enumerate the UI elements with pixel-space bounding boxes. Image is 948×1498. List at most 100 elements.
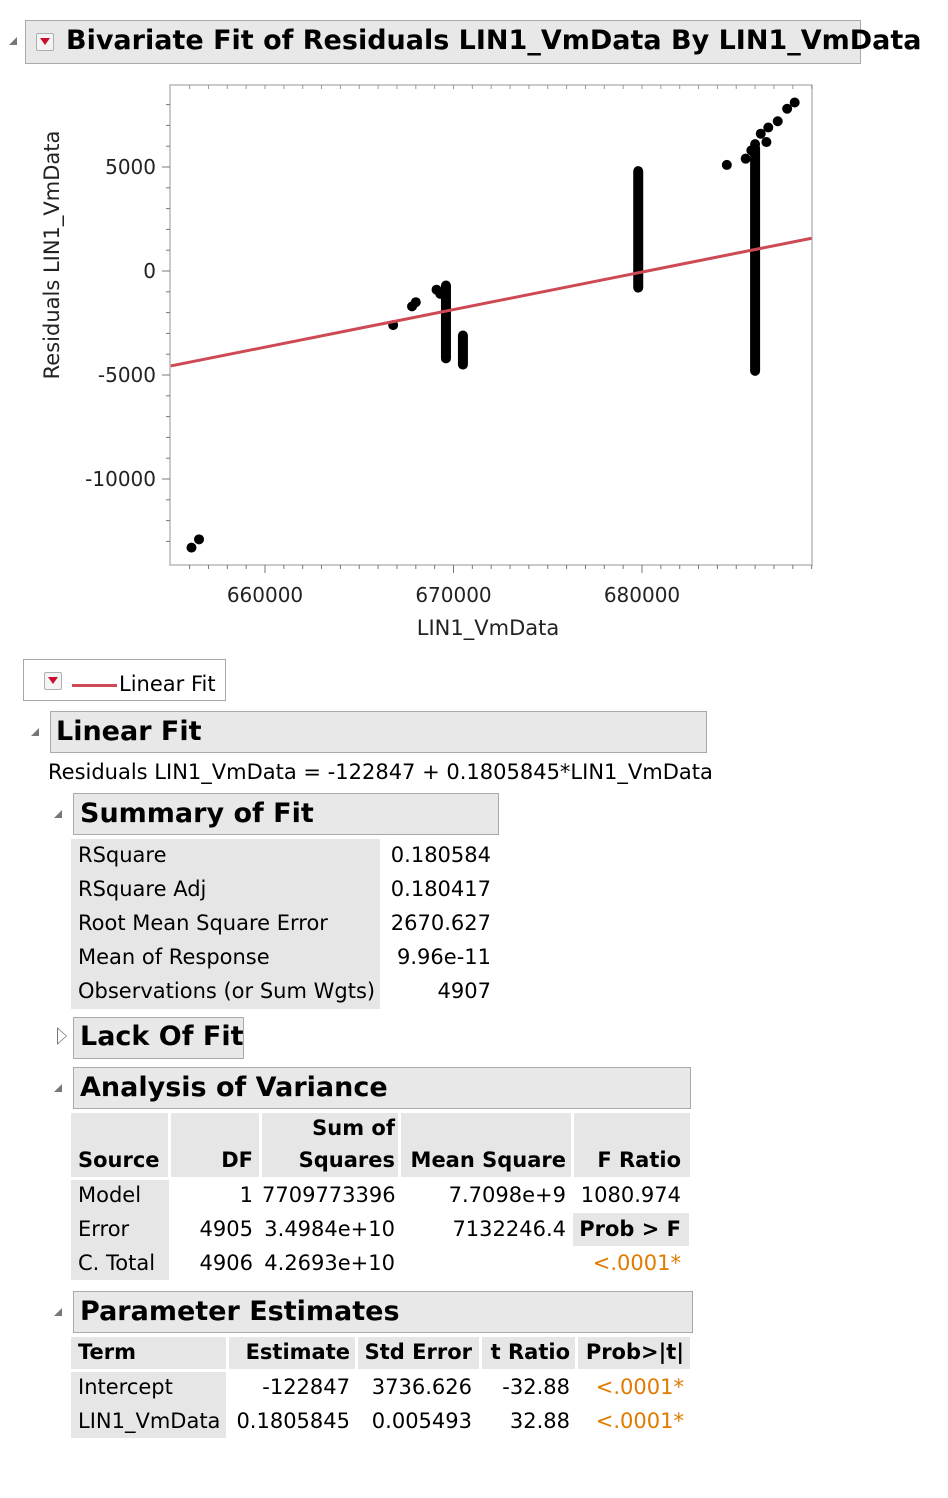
legend-line — [72, 684, 117, 687]
param-estimate: -122847 — [262, 1375, 350, 1399]
anova-prob-f-label: Prob > F — [579, 1217, 681, 1241]
report-menu-icon[interactable] — [36, 33, 54, 51]
report-disclosure-icon[interactable] — [9, 37, 17, 45]
data-point — [763, 122, 774, 133]
data-point — [440, 282, 451, 293]
anova-ss: 7709773396 — [262, 1183, 396, 1207]
y-tick-label: -10000 — [85, 467, 156, 491]
report-title: Bivariate Fit of Residuals LIN1_VmData B… — [66, 25, 922, 56]
data-point — [755, 128, 766, 139]
col-separator — [571, 1113, 574, 1177]
anova-ms: 7.7098e+9 — [448, 1183, 566, 1207]
fit-line — [170, 236, 812, 368]
data-point — [721, 159, 732, 170]
summary-label: RSquare — [78, 843, 167, 867]
y-tick-label: 5000 — [105, 155, 156, 179]
col-header-ss-top: Sum of — [312, 1116, 395, 1140]
anova-source: Error — [78, 1217, 130, 1241]
summary-label: Observations (or Sum Wgts) — [78, 979, 376, 1003]
data-point — [194, 534, 205, 545]
summary-label: Mean of Response — [78, 945, 270, 969]
col-separator — [226, 1337, 229, 1369]
linear-fit-disclosure-icon[interactable] — [31, 728, 39, 736]
param-tratio: -32.88 — [502, 1375, 570, 1399]
param-tratio: 32.88 — [509, 1409, 570, 1433]
summary-of-fit-header[interactable] — [73, 793, 499, 835]
anova-header-row — [71, 1113, 690, 1177]
col-header-estimate: Estimate — [245, 1340, 350, 1364]
col-separator — [398, 1113, 401, 1177]
data-point — [410, 297, 421, 308]
col-header-source: Source — [78, 1148, 160, 1172]
report-title-bar — [25, 20, 861, 64]
legend-label: Linear Fit — [119, 672, 216, 696]
param-term: Intercept — [78, 1375, 173, 1399]
param-term: LIN1_VmData — [78, 1409, 221, 1433]
col-header-ms: Mean Square — [410, 1148, 566, 1172]
anova-df: 1 — [239, 1183, 253, 1207]
x-tick-label: 670000 — [415, 583, 491, 607]
col-header-tratio: t Ratio — [490, 1340, 570, 1364]
col-separator — [355, 1337, 358, 1369]
fit-equation: Residuals LIN1_VmData = -122847 + 0.1805… — [48, 760, 713, 784]
col-header-term: Term — [78, 1340, 137, 1364]
col-header-prob-t: Prob>|t| — [585, 1340, 684, 1364]
y-tick-label: -5000 — [98, 363, 156, 387]
summary-value: 0.180584 — [390, 843, 491, 867]
summary-label: RSquare Adj — [78, 877, 207, 901]
col-separator — [479, 1337, 482, 1369]
anova-header[interactable] — [73, 1067, 691, 1109]
col-header-df: DF — [221, 1148, 253, 1172]
y-axis-label: Residuals LIN1_VmData — [40, 131, 65, 380]
y-tick-label: 0 — [143, 259, 156, 283]
col-separator — [259, 1113, 262, 1177]
data-point — [789, 97, 800, 108]
summary-label: Root Mean Square Error — [78, 911, 328, 935]
summary-value: 9.96e-11 — [397, 945, 491, 969]
col-separator — [575, 1337, 578, 1369]
data-point — [186, 542, 197, 553]
summary-disclosure-icon[interactable] — [54, 810, 62, 818]
param-prob-t: <.0001* — [595, 1409, 684, 1433]
plot-frame — [169, 84, 813, 566]
summary-value: 4907 — [437, 979, 491, 1003]
data-point — [782, 103, 793, 114]
summary-value: 2670.627 — [390, 911, 491, 935]
param-term-column — [71, 1372, 226, 1438]
anova-ms: 7132246.4 — [452, 1217, 566, 1241]
linear-fit-header[interactable] — [50, 711, 707, 753]
anova-prob-f-value: <.0001* — [592, 1251, 681, 1275]
anova-disclosure-icon[interactable] — [54, 1084, 62, 1092]
param-header-row — [71, 1337, 690, 1369]
col-header-f: F Ratio — [597, 1148, 681, 1172]
param-stderr: 3736.626 — [371, 1375, 472, 1399]
anova-df: 4905 — [199, 1217, 253, 1241]
data-point — [740, 153, 751, 164]
linear-fit-title: Linear Fit — [56, 716, 202, 747]
param-estimates-title: Parameter Estimates — [80, 1296, 400, 1327]
anova-f-ratio: 1080.974 — [580, 1183, 681, 1207]
anova-ss: 3.4984e+10 — [264, 1217, 395, 1241]
col-header-ss-bottom: Squares — [298, 1148, 395, 1172]
anova-ss: 4.2693e+10 — [264, 1251, 395, 1275]
x-axis-label: LIN1_VmData — [417, 616, 559, 641]
anova-source: C. Total — [78, 1251, 156, 1275]
scatter-plot[interactable]: 5000 0 -5000 -10000 660000 670000 680000 LIN1_V… — [0, 70, 948, 650]
summary-value: 0.180417 — [390, 877, 491, 901]
param-disclosure-icon[interactable] — [54, 1308, 62, 1316]
legend-box — [23, 659, 226, 701]
anova-df: 4906 — [199, 1251, 253, 1275]
prob-f-cell-bg — [573, 1213, 689, 1246]
param-prob-t: <.0001* — [595, 1375, 684, 1399]
summary-of-fit-title: Summary of Fit — [80, 798, 314, 829]
lack-of-fit-title: Lack Of Fit — [80, 1021, 244, 1052]
legend-menu-icon[interactable] — [44, 672, 62, 690]
anova-title: Analysis of Variance — [80, 1072, 388, 1103]
lack-of-fit-header[interactable] — [73, 1017, 244, 1059]
lack-of-fit-disclosure-icon[interactable] — [57, 1027, 67, 1045]
anova-source-column — [71, 1180, 169, 1280]
param-estimates-header[interactable] — [73, 1291, 693, 1333]
col-header-stderr: Std Error — [364, 1340, 472, 1364]
data-point — [772, 116, 783, 127]
data-point — [750, 139, 761, 150]
